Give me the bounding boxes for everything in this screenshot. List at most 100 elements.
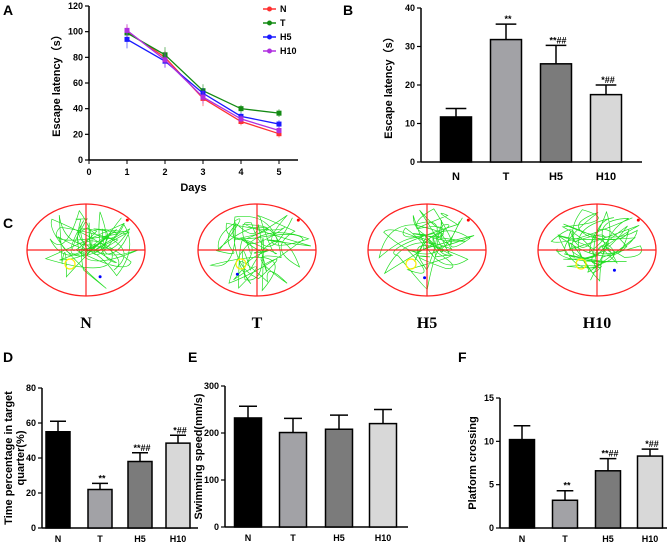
chart-a-y-tick-label: 20 <box>73 129 83 139</box>
chart-f-y-tick-label: 10 <box>484 436 494 446</box>
chart-b-y-tick-label: 20 <box>405 80 415 90</box>
chart-b-y-tick-label: 40 <box>405 3 415 13</box>
chart-b-y-label: Escape latency（s） <box>382 31 395 139</box>
chart-d-annotation: ** <box>98 473 106 483</box>
chart-f-y-tick-label: 15 <box>484 393 494 403</box>
chart-e-y-tick-label: 100 <box>204 475 219 485</box>
panel-label-e: E <box>188 349 197 365</box>
legend-marker-H5 <box>267 34 272 40</box>
chart-f-bar-T <box>551 499 579 529</box>
legend-marker-N <box>267 6 272 12</box>
chart-b-bar-T <box>489 38 523 163</box>
chart-e-bar-H10 <box>368 422 398 528</box>
panel-label-f: F <box>458 349 467 365</box>
chart-d: 0 20 40 60 80 N T ** H5 **## H10 *## Time percentage… <box>3 383 198 544</box>
chart-d-x-tick-label: H10 <box>170 534 187 544</box>
chart-a-x-tick-label: 1 <box>124 167 129 177</box>
chart-a-y-tick-label: 40 <box>73 104 83 114</box>
maze-T: T <box>197 203 317 332</box>
chart-a-point-H10 <box>162 57 168 63</box>
chart-d-y-tick-label: 60 <box>26 418 36 428</box>
end-point <box>235 272 239 276</box>
chart-d-bar-H5 <box>127 460 153 529</box>
chart-b-bar-N <box>439 116 473 163</box>
chart-a-point-H5 <box>124 36 130 42</box>
legend-marker-T <box>267 20 272 26</box>
chart-a-x-tick-label: 4 <box>238 167 243 177</box>
chart-d-y-tick-label: 80 <box>26 383 36 393</box>
platform-marker <box>64 258 76 270</box>
chart-a-x-tick-label: 3 <box>200 167 205 177</box>
chart-d-y-tick-label: 40 <box>26 453 36 463</box>
chart-e-bar-T <box>278 431 308 528</box>
chart-a-point-H10 <box>276 127 282 133</box>
chart-f-x-tick-label: H10 <box>642 534 659 544</box>
chart-b-x-tick-label: H10 <box>596 171 616 183</box>
panel-label-c: C <box>3 215 13 231</box>
chart-b: 0 10 20 30 40 N T ** H5 **## H10 *## Escape latency（… <box>382 3 642 183</box>
chart-d-x-tick-label: T <box>97 534 103 544</box>
panel-label-b: B <box>343 2 353 18</box>
start-point <box>636 218 640 222</box>
chart-a-y-tick-label: 120 <box>68 1 83 11</box>
chart-d-y-label: quarter(%) <box>15 430 27 485</box>
chart-f-annotation: *## <box>645 439 659 449</box>
chart-a-point-T <box>276 110 282 116</box>
chart-a-y-tick-label: 100 <box>68 27 83 37</box>
chart-f-bar-H10 <box>636 455 664 529</box>
start-point <box>466 218 470 222</box>
chart-e-x-tick-label: N <box>245 533 252 543</box>
chart-d-bar-N <box>45 431 71 529</box>
chart-f-y-tick-label: 5 <box>489 480 494 490</box>
chart-f-x-tick-label: H5 <box>602 534 614 544</box>
chart-e-y-tick-label: 200 <box>204 428 219 438</box>
legend-marker-H10 <box>267 48 272 54</box>
maze-label-T: T <box>252 315 263 332</box>
chart-f-annotation: ** <box>563 481 571 491</box>
chart-d-bar-H10 <box>165 442 191 529</box>
chart-b-x-tick-label: H5 <box>549 171 563 183</box>
chart-a-y-tick-label: 0 <box>78 155 83 165</box>
chart-a: 0 20 40 60 80 100 120 0 1 2 3 4 5 Days Escape latency（… <box>50 1 298 194</box>
legend-label-T: T <box>280 18 286 28</box>
chart-b-y-tick-label: 30 <box>405 42 415 52</box>
maze-H5: H5 <box>367 203 487 332</box>
chart-a-x-tick-label: 5 <box>276 167 281 177</box>
maze-H10: H10 <box>537 203 657 332</box>
chart-f-y-label: Platform crossing <box>467 416 479 510</box>
chart-d-x-tick-label: N <box>55 534 62 544</box>
chart-e: 0 100 200 300 N T H5 H10 Swimming speed(mm/s) <box>193 381 408 543</box>
chart-a-point-H5 <box>276 121 282 127</box>
end-point <box>423 276 427 280</box>
chart-b-x-tick-label: N <box>452 171 460 183</box>
chart-f-y-tick-label: 0 <box>489 523 494 533</box>
chart-d-annotation: **## <box>133 443 150 453</box>
chart-f-annotation: **## <box>601 449 618 459</box>
chart-a-point-H10 <box>200 94 206 100</box>
panel-label-d: D <box>3 349 13 365</box>
platform-marker <box>405 258 417 270</box>
chart-a-x-tick-label: 0 <box>86 167 91 177</box>
chart-c: N T H5 H10 <box>26 203 657 332</box>
chart-a-series-N <box>126 31 280 135</box>
legend-label-H10: H10 <box>280 46 297 56</box>
swim-path <box>44 209 139 289</box>
chart-b-y-tick-label: 10 <box>405 119 415 129</box>
chart-d-annotation: *## <box>173 425 187 435</box>
chart-a-x-tick-label: 2 <box>162 167 167 177</box>
chart-e-x-tick-label: T <box>290 533 296 543</box>
chart-f: 0 5 10 15 N T ** H5 **## H10 *## Platform crossing <box>467 393 667 544</box>
chart-a-point-T <box>238 106 244 112</box>
maze-N: N <box>26 203 146 332</box>
panel-label-a: A <box>3 2 13 18</box>
chart-a-x-label: Days <box>180 182 206 194</box>
chart-f-x-tick-label: T <box>562 534 568 544</box>
chart-d-x-tick-label: H5 <box>134 534 146 544</box>
swim-path <box>378 208 475 290</box>
chart-e-y-tick-label: 0 <box>214 522 219 532</box>
legend-label-H5: H5 <box>280 32 292 42</box>
chart-e-x-tick-label: H5 <box>333 533 345 543</box>
chart-d-bar-T <box>87 488 113 529</box>
